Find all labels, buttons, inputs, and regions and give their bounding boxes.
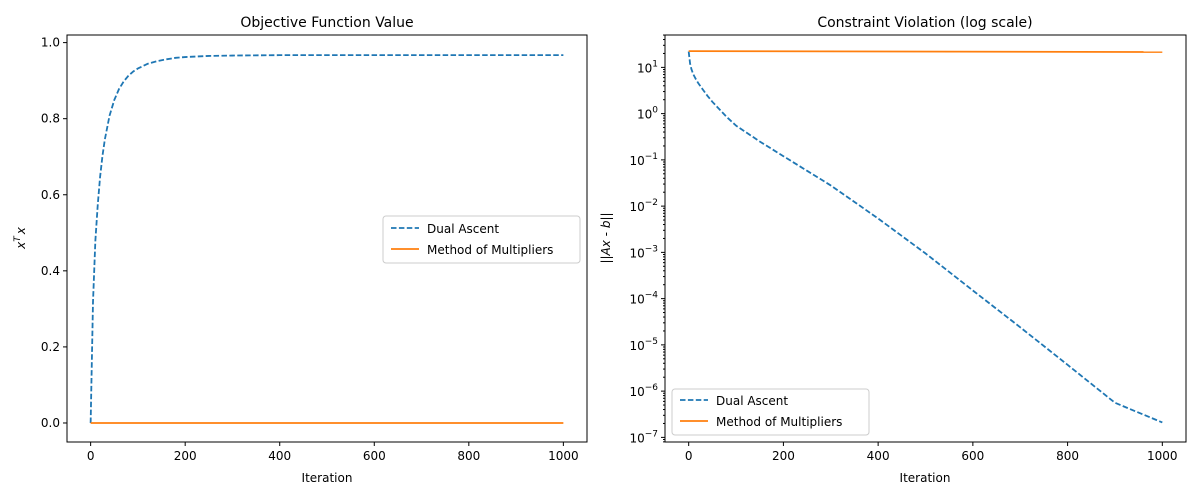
x-tick-label: 200 [174,449,197,463]
x-tick-label: 800 [457,449,480,463]
y-tick-label: 10−3 [629,244,658,260]
legend-label-dual-ascent: Dual Ascent [427,222,499,236]
legend-label-dual-ascent: Dual Ascent [716,394,788,408]
x-tick-label: 1000 [1147,449,1178,463]
y-tick-label: 0.4 [41,264,60,278]
constraint-chart: Constraint Violation (log scale) 0 200 400… [599,15,1187,485]
objective-chart-title: Objective Function Value [240,15,413,31]
x-tick-label: 0 [685,449,693,463]
series-line-dual-ascent [687,51,1163,424]
x-tick-label: 200 [772,449,795,463]
objective-chart-legend: Dual Ascent Method of Multipliers [382,215,581,264]
series-line-dual-ascent [89,54,564,423]
y-tick-label: 10−2 [629,198,658,214]
y-tick-label: 1.0 [41,36,60,50]
series-line-method-of-multipliers [688,50,1163,53]
x-tick-label: 800 [1056,449,1079,463]
x-tick-label: 1000 [548,449,579,463]
y-tick-label: 0.2 [41,340,60,354]
y-tick-label: 101 [637,59,658,75]
objective-chart-x-axis-label: Iteration [302,471,353,485]
y-tick-label: 100 [637,106,658,122]
y-tick-label: 10−5 [629,337,658,353]
objective-chart-axes-frame [66,34,588,443]
x-tick-label: 600 [363,449,386,463]
y-tick-label: 10−7 [629,429,658,445]
constraint-chart-title: Constraint Violation (log scale) [817,15,1032,31]
x-tick-label: 0 [87,449,95,463]
legend-frame [382,215,581,264]
objective-chart-series [89,54,564,424]
y-tick-label: 10−6 [629,383,658,399]
x-tick-label: 600 [961,449,984,463]
y-tick-label: 0.6 [41,188,60,202]
constraint-chart-legend: Dual Ascent Method of Multipliers [671,388,870,436]
y-label-tail: x [14,226,28,235]
constraint-chart-x-axis-label: Iteration [900,471,951,485]
legend-label-method-of-multipliers: Method of Multipliers [427,243,553,257]
objective-chart-y-axis-label: xTx [13,226,28,250]
objective-chart: Objective Function Value 0 200 400 600 800 10… [13,15,588,485]
x-tick-label: 400 [867,449,890,463]
y-tick-label: 0.0 [41,416,60,430]
y-tick-label: 10−1 [629,152,658,168]
legend-frame [671,388,870,436]
y-label-base: x [14,241,28,250]
objective-chart-ticks: 0 200 400 600 800 1000 0.0 0.2 0.4 0.6 0.8 1.0 [41,36,579,463]
constraint-chart-series [687,50,1163,424]
y-tick-label: 10−4 [629,291,658,307]
constraint-chart-y-axis-label: ||Ax - b|| [599,212,613,263]
legend-label-method-of-multipliers: Method of Multipliers [716,415,842,429]
constraint-chart-axes-frame [664,34,1187,443]
y-label-sup: T [13,235,23,242]
x-tick-label: 400 [268,449,291,463]
y-tick-label: 0.8 [41,112,60,126]
